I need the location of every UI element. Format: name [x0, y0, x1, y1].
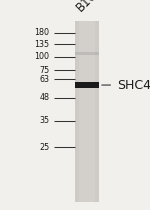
Bar [79, 21, 95, 202]
Text: 63: 63 [39, 75, 50, 84]
Text: SHC4: SHC4 [117, 79, 150, 92]
Bar [75, 21, 99, 202]
Text: 35: 35 [39, 116, 50, 125]
Text: 75: 75 [39, 66, 50, 75]
Text: 25: 25 [39, 143, 50, 151]
Text: 135: 135 [34, 40, 50, 49]
Bar [75, 52, 99, 55]
Text: B16: B16 [74, 0, 100, 14]
Bar [75, 82, 99, 88]
Text: 48: 48 [39, 93, 50, 102]
Text: 100: 100 [34, 52, 50, 61]
Text: 180: 180 [34, 28, 50, 37]
